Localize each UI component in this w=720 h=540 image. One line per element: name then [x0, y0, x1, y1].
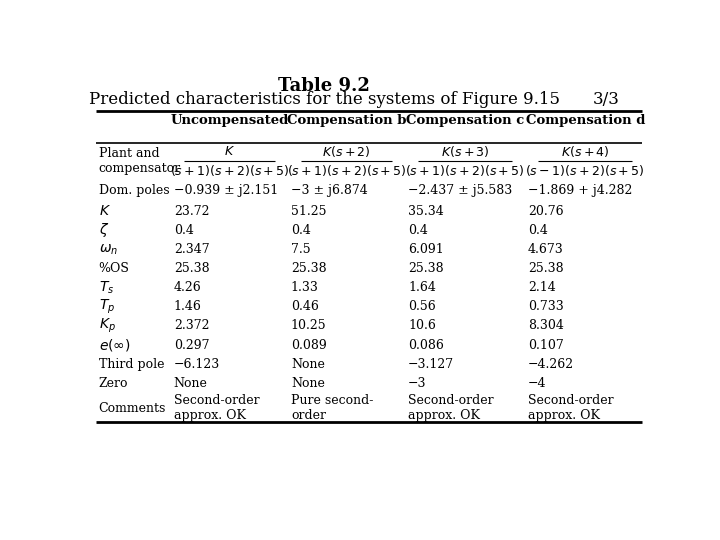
Text: −1.869 + j4.282: −1.869 + j4.282	[528, 184, 632, 197]
Text: 51.25: 51.25	[291, 205, 326, 218]
Text: $T_p$: $T_p$	[99, 298, 114, 316]
Text: Table 9.2: Table 9.2	[279, 77, 370, 95]
Text: 8.304: 8.304	[528, 320, 564, 333]
Text: 23.72: 23.72	[174, 205, 210, 218]
Text: 0.4: 0.4	[174, 224, 194, 237]
Text: 0.4: 0.4	[408, 224, 428, 237]
Text: −6.123: −6.123	[174, 357, 220, 370]
Text: Uncompensated: Uncompensated	[171, 114, 289, 127]
Text: 7.5: 7.5	[291, 243, 310, 256]
Text: 20.76: 20.76	[528, 205, 564, 218]
Text: None: None	[291, 357, 325, 370]
Text: 4.26: 4.26	[174, 281, 202, 294]
Text: −3 ± j6.874: −3 ± j6.874	[291, 184, 368, 197]
Text: 1.33: 1.33	[291, 281, 319, 294]
Text: Comments: Comments	[99, 402, 166, 415]
Text: −3: −3	[408, 377, 426, 390]
Text: Compensation d: Compensation d	[526, 114, 645, 127]
Text: Predicted characteristics for the systems of Figure 9.15: Predicted characteristics for the system…	[89, 91, 560, 107]
Text: $(s + 1)(s + 2)(s + 5)$: $(s + 1)(s + 2)(s + 5)$	[287, 163, 407, 178]
Text: 25.38: 25.38	[528, 262, 564, 275]
Text: $K$: $K$	[224, 145, 235, 158]
Text: Plant and
compensator: Plant and compensator	[99, 147, 181, 174]
Text: Compensation c: Compensation c	[406, 114, 524, 127]
Text: Compensation b: Compensation b	[287, 114, 406, 127]
Text: Second-order
approx. OK: Second-order approx. OK	[408, 394, 494, 422]
Text: 25.38: 25.38	[408, 262, 444, 275]
Text: 0.107: 0.107	[528, 339, 564, 352]
Text: 4.673: 4.673	[528, 243, 564, 256]
Text: $(s + 1)(s + 2)(s + 5)$: $(s + 1)(s + 2)(s + 5)$	[405, 163, 525, 178]
Text: None: None	[291, 377, 325, 390]
Text: 6.091: 6.091	[408, 243, 444, 256]
Text: $\zeta$: $\zeta$	[99, 221, 109, 239]
Text: 10.25: 10.25	[291, 320, 326, 333]
Text: 35.34: 35.34	[408, 205, 444, 218]
Text: %OS: %OS	[99, 262, 130, 275]
Text: $(s + 1)(s + 2)(s + 5)$: $(s + 1)(s + 2)(s + 5)$	[170, 163, 289, 178]
Text: 0.086: 0.086	[408, 339, 444, 352]
Text: Dom. poles: Dom. poles	[99, 184, 169, 197]
Text: 2.372: 2.372	[174, 320, 210, 333]
Text: −4.262: −4.262	[528, 357, 574, 370]
Text: $K(s + 3)$: $K(s + 3)$	[441, 144, 490, 159]
Text: 0.733: 0.733	[528, 300, 564, 313]
Text: −2.437 ± j5.583: −2.437 ± j5.583	[408, 184, 513, 197]
Text: Second-order
approx. OK: Second-order approx. OK	[174, 394, 259, 422]
Text: $T_s$: $T_s$	[99, 280, 114, 296]
Text: 0.297: 0.297	[174, 339, 210, 352]
Text: 25.38: 25.38	[174, 262, 210, 275]
Text: 2.14: 2.14	[528, 281, 556, 294]
Text: $K(s + 2)$: $K(s + 2)$	[323, 144, 371, 159]
Text: 0.46: 0.46	[291, 300, 319, 313]
Text: −0.939 ± j2.151: −0.939 ± j2.151	[174, 184, 278, 197]
Text: 25.38: 25.38	[291, 262, 326, 275]
Text: 1.46: 1.46	[174, 300, 202, 313]
Text: $K$: $K$	[99, 204, 111, 218]
Text: Second-order
approx. OK: Second-order approx. OK	[528, 394, 613, 422]
Text: −3.127: −3.127	[408, 357, 454, 370]
Text: 0.4: 0.4	[291, 224, 311, 237]
Text: $(s − 1)(s + 2)(s + 5)$: $(s − 1)(s + 2)(s + 5)$	[526, 163, 645, 178]
Text: 0.089: 0.089	[291, 339, 327, 352]
Text: Zero: Zero	[99, 377, 128, 390]
Text: 1.64: 1.64	[408, 281, 436, 294]
Text: 0.56: 0.56	[408, 300, 436, 313]
Text: 0.4: 0.4	[528, 224, 548, 237]
Text: $\omega_n$: $\omega_n$	[99, 242, 118, 256]
Text: −4: −4	[528, 377, 546, 390]
Text: $e(\infty)$: $e(\infty)$	[99, 337, 130, 353]
Text: $K_p$: $K_p$	[99, 317, 115, 335]
Text: 2.347: 2.347	[174, 243, 210, 256]
Text: Third pole: Third pole	[99, 357, 164, 370]
Text: Pure second-
order: Pure second- order	[291, 394, 373, 422]
Text: 3/3: 3/3	[593, 91, 620, 107]
Text: 10.6: 10.6	[408, 320, 436, 333]
Text: None: None	[174, 377, 207, 390]
Text: $K(s + 4)$: $K(s + 4)$	[561, 144, 610, 159]
